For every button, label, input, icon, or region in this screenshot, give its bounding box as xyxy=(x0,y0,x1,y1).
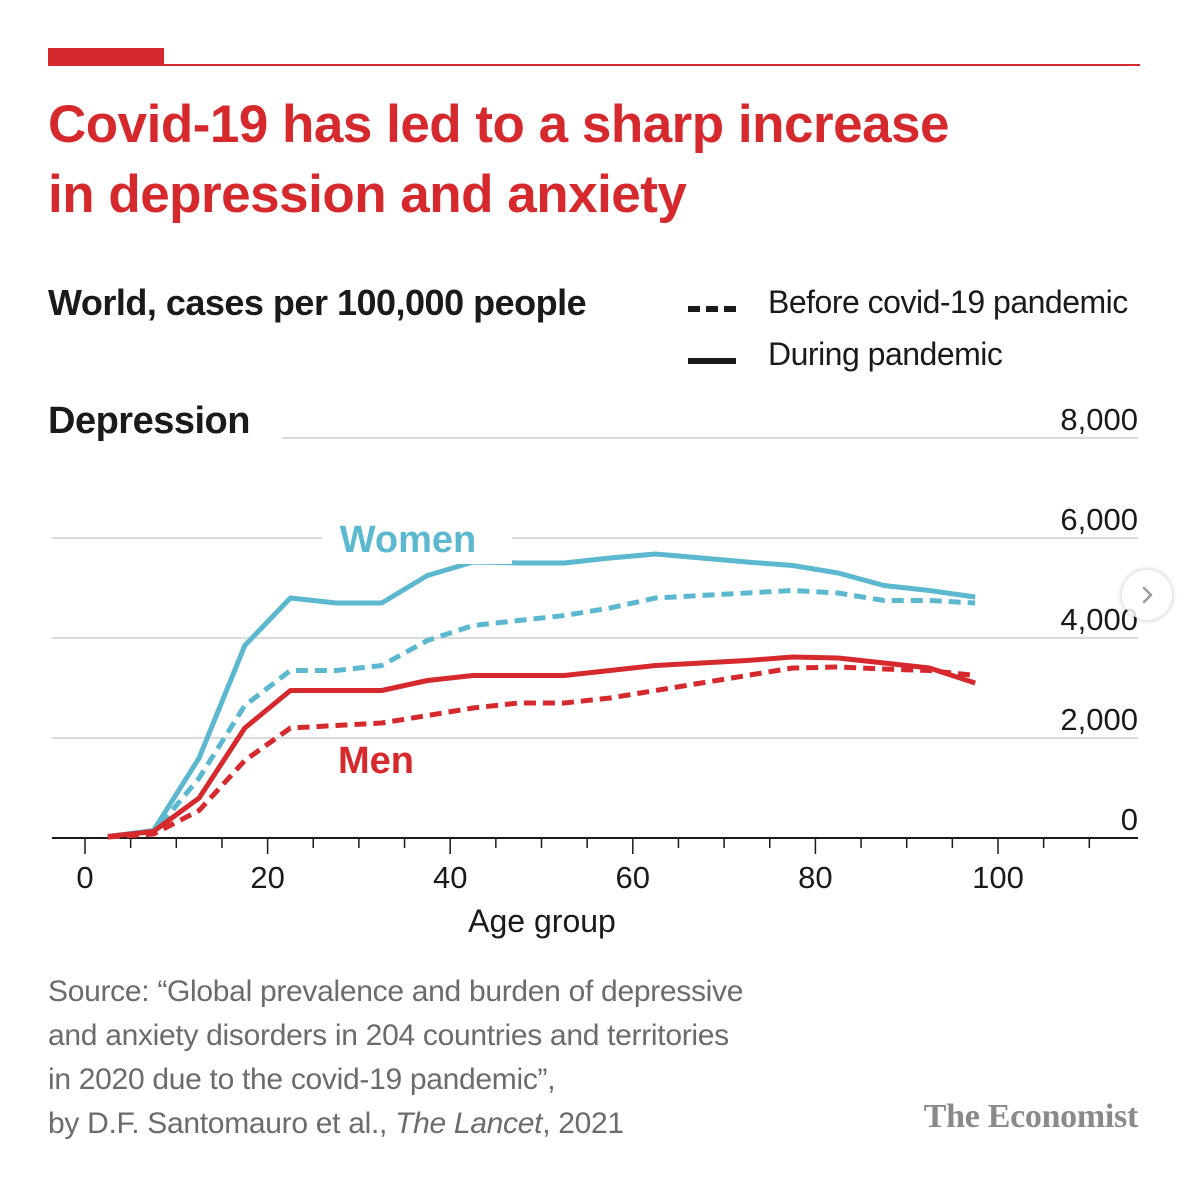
series-line-men-before xyxy=(107,664,976,840)
source-line-3: in 2020 due to the covid-19 pandemic”, xyxy=(48,1063,556,1096)
x-tick-label: 100 xyxy=(972,860,1024,895)
next-slide-button[interactable] xyxy=(1122,570,1172,620)
x-tick-label: 60 xyxy=(616,860,650,895)
source-note: Source: “Global prevalence and burden of… xyxy=(48,970,808,1146)
header-red-rule xyxy=(48,64,1140,66)
chart-panel-title: Depression xyxy=(48,400,250,442)
legend-dashed-swatch xyxy=(688,306,736,312)
chevron-right-icon xyxy=(1142,586,1153,604)
series-layer xyxy=(107,551,976,840)
x-tick-label: 80 xyxy=(798,860,832,895)
chart-subtitle: World, cases per 100,000 people xyxy=(48,282,587,323)
y-tick-label: 2,000 xyxy=(1060,702,1138,737)
source-line-2: and anxiety disorders in 204 countries a… xyxy=(48,1019,729,1052)
y-tick-label: 6,000 xyxy=(1060,502,1138,537)
header-red-tab xyxy=(48,48,164,66)
series-line-women-during xyxy=(107,551,976,839)
x-tick-label: 20 xyxy=(250,860,284,895)
grid-layer xyxy=(52,437,1138,739)
economist-logo: The Economist xyxy=(923,1098,1139,1135)
title-line-2: in depression and anxiety xyxy=(48,165,687,224)
source-line-4-suffix: , 2021 xyxy=(542,1107,624,1140)
women-label-knockout xyxy=(322,512,512,564)
men-series-label: Men xyxy=(338,740,414,782)
x-axis-title: Age group xyxy=(468,903,616,939)
legend-before-label: Before covid-19 pandemic xyxy=(768,284,1128,320)
series-line-women-before xyxy=(107,588,976,839)
source-line-4-prefix: by D.F. Santomauro et al., xyxy=(48,1107,396,1140)
x-tick-label: 0 xyxy=(76,860,93,895)
x-tick-label: 40 xyxy=(433,860,467,895)
source-line-1: Source: “Global prevalence and burden of… xyxy=(48,975,744,1008)
page-title: Covid-19 has led to a sharp increase in … xyxy=(48,90,1048,230)
women-series-label: Women xyxy=(340,519,477,561)
label-layer: Women Men xyxy=(322,512,512,782)
legend-solid-swatch xyxy=(688,358,736,364)
series-line-men-during xyxy=(107,654,976,839)
y-tick-label: 8,000 xyxy=(1060,402,1138,437)
y-tick-label: 0 xyxy=(1121,802,1138,837)
source-journal: The Lancet xyxy=(395,1107,543,1140)
title-line-1: Covid-19 has led to a sharp increase xyxy=(48,95,950,154)
legend-during-label: During pandemic xyxy=(768,336,1003,372)
